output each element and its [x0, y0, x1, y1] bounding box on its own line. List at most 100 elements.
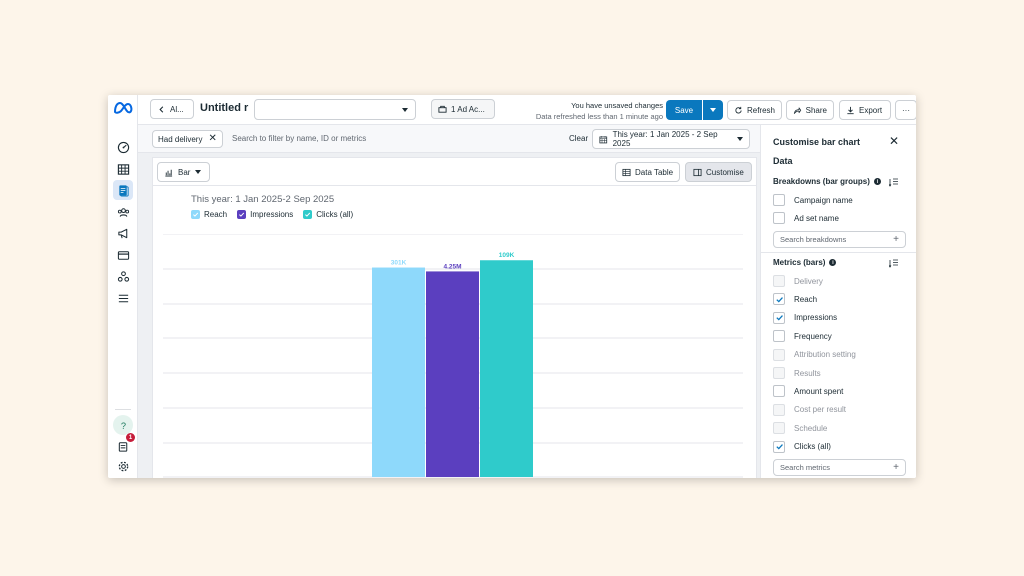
customise-label: Customise [706, 167, 744, 177]
metric-option-label: Schedule [794, 423, 828, 433]
save-options-button[interactable] [703, 100, 723, 120]
checkbox-icon[interactable] [773, 194, 785, 206]
refresh-button[interactable]: Refresh [727, 100, 782, 120]
save-button[interactable]: Save [666, 100, 702, 120]
date-range-picker[interactable]: This year: 1 Jan 2025 - 2 Sep 2025 [592, 129, 750, 149]
data-label: 301K [391, 260, 407, 267]
checkbox-icon [773, 348, 785, 361]
data-table-label: Data Table [635, 167, 674, 177]
legend-label: Impressions [250, 210, 294, 219]
metric-option-label: Results [794, 368, 821, 378]
data-label: 109K [499, 252, 515, 259]
audience-icon[interactable] [113, 202, 133, 222]
back-button[interactable]: Al... [150, 99, 194, 119]
metric-option[interactable]: Frequency [773, 330, 832, 343]
table-icon[interactable] [113, 159, 133, 179]
chevron-down-icon [195, 170, 202, 174]
refresh-label: Refresh [746, 105, 775, 115]
metric-option-label: Delivery [794, 276, 823, 286]
network-icon[interactable] [113, 266, 133, 286]
add-icon[interactable]: + [893, 462, 899, 473]
checkbox-checked-icon[interactable] [773, 440, 785, 453]
ad-account-icon [438, 105, 447, 113]
clear-filters-link[interactable]: Clear [569, 134, 589, 143]
metric-option-label: Reach [794, 294, 818, 304]
checkbox-checked-icon[interactable] [773, 293, 785, 306]
meta-logo-icon[interactable] [112, 101, 134, 115]
report-title[interactable]: Untitled r [200, 102, 249, 114]
close-icon[interactable]: ✕ [208, 133, 217, 144]
metrics-title: Metrics (bars) i [773, 258, 837, 267]
bar-clicks-all[interactable] [480, 260, 533, 477]
megaphone-icon[interactable] [113, 223, 133, 243]
search-metrics-input[interactable]: Search metrics + [773, 459, 906, 476]
metric-option: Schedule [773, 422, 828, 435]
legend-item[interactable]: Impressions [237, 210, 293, 219]
metric-option-label: Cost per result [794, 405, 847, 415]
reorder-icon[interactable] [889, 177, 899, 187]
metric-option[interactable]: Amount spent [773, 385, 843, 398]
legend-checkbox-icon[interactable] [191, 210, 200, 219]
customise-button[interactable]: Customise [685, 162, 752, 182]
report-name-dropdown[interactable] [254, 99, 416, 120]
close-icon[interactable]: ✕ [889, 134, 900, 148]
help-icon[interactable]: ? [113, 415, 133, 435]
billing-icon[interactable] [113, 245, 133, 265]
checkbox-checked-icon[interactable] [773, 311, 785, 324]
metric-option: Attribution setting [773, 348, 856, 361]
filter-search-input[interactable]: Search to filter by name, ID or metrics [232, 134, 367, 143]
legend-item[interactable]: Reach [191, 210, 227, 219]
notifications-icon[interactable]: 1 [113, 433, 135, 456]
search-breakdowns-input[interactable]: Search breakdowns + [773, 231, 906, 248]
calendar-icon [599, 135, 608, 143]
checkbox-icon [773, 275, 785, 287]
more-options-button[interactable]: ··· [895, 100, 916, 120]
metric-option[interactable]: Impressions [773, 311, 837, 324]
metric-option[interactable]: Clicks (all) [773, 440, 831, 453]
settings-icon[interactable] [113, 456, 133, 476]
export-label: Export [859, 105, 883, 115]
data-table-button[interactable]: Data Table [615, 162, 681, 182]
reorder-icon[interactable] [889, 258, 899, 268]
checkbox-icon[interactable] [773, 330, 785, 343]
metric-option: Results [773, 367, 821, 379]
checkbox-icon[interactable] [773, 212, 785, 224]
export-button[interactable]: Export [839, 100, 891, 120]
metric-option: Cost per result [773, 403, 847, 416]
app-window: ? 1 Al... Untitled r 1 Ad Ac... You have… [108, 95, 916, 478]
legend-checkbox-icon[interactable] [237, 210, 247, 219]
unsaved-changes-text: You have unsaved changes [571, 101, 663, 110]
refresh-icon [735, 106, 742, 113]
visualization-label: Bar [178, 167, 191, 177]
legend-checkbox-icon[interactable] [303, 210, 313, 219]
chart-toolbar: Bar Data Table Customise [153, 158, 756, 186]
share-button[interactable]: Share [786, 100, 834, 120]
breakdowns-title-text: Breakdowns (bar groups) [773, 177, 870, 186]
chart-legend: Reach Impressions Clicks (all) [191, 210, 353, 219]
checkbox-icon [773, 422, 785, 435]
bar-chart-plot: 301K 4.25M 109K [163, 234, 743, 478]
info-icon[interactable]: i [873, 178, 881, 185]
breakdown-option[interactable]: Ad set name [773, 212, 839, 224]
reports-icon[interactable] [113, 180, 133, 200]
bar-impressions[interactable] [426, 271, 479, 477]
info-icon[interactable]: i [829, 259, 837, 266]
menu-icon[interactable] [113, 288, 133, 308]
back-label: Al... [170, 104, 184, 114]
search-breakdowns-placeholder: Search breakdowns [780, 235, 847, 244]
add-icon[interactable]: + [893, 234, 899, 245]
metric-option[interactable]: Reach [773, 293, 818, 306]
chevron-down-icon [710, 108, 716, 112]
bar-reach[interactable] [372, 267, 425, 477]
export-icon [847, 106, 854, 114]
dashboard-icon[interactable] [113, 137, 133, 157]
breakdown-option[interactable]: Campaign name [773, 194, 853, 206]
filter-chip[interactable]: Had delivery ✕ [152, 130, 223, 148]
ad-account-label: 1 Ad Ac... [451, 104, 485, 114]
ad-account-button[interactable]: 1 Ad Ac... [431, 99, 495, 119]
checkbox-icon[interactable] [773, 385, 785, 398]
visualization-dropdown[interactable]: Bar [157, 162, 210, 182]
legend-item[interactable]: Clicks (all) [303, 210, 353, 219]
chevron-down-icon [402, 108, 408, 112]
metric-option: Delivery [773, 275, 823, 287]
